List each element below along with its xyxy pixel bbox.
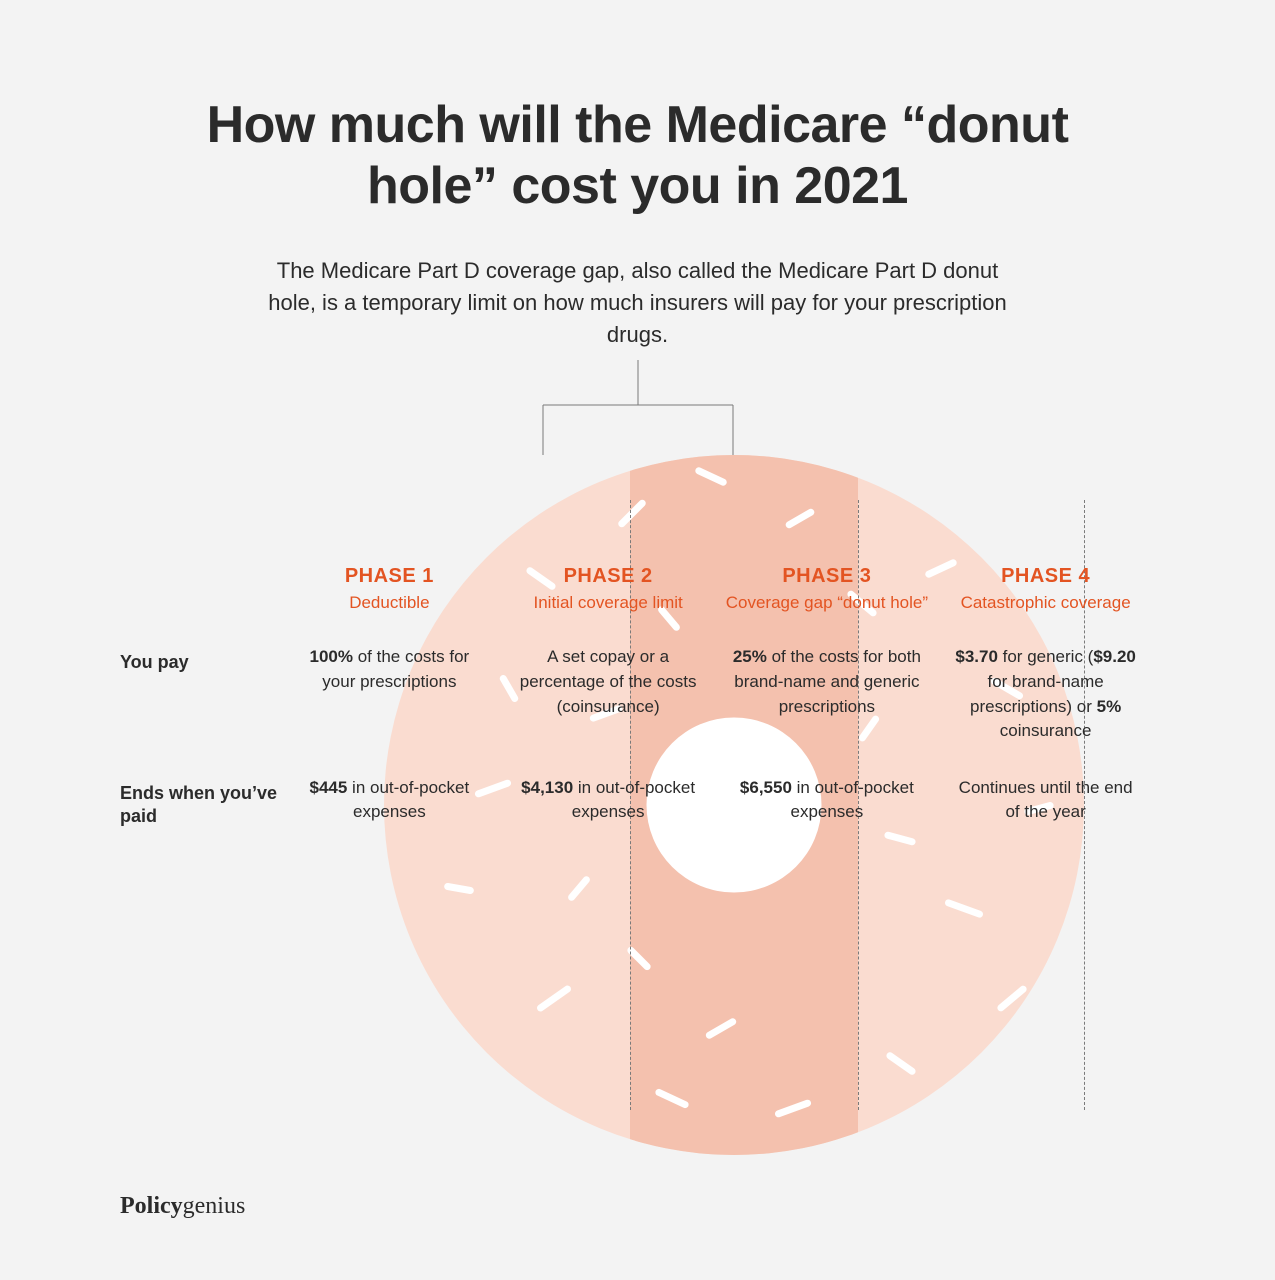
page-title: How much will the Medicare “donut hole” …	[188, 95, 1088, 218]
brand-light: genius	[183, 1193, 246, 1219]
phase-label: PHASE 1	[280, 565, 499, 588]
phase-subtitle: Deductible	[280, 592, 499, 613]
phase-subtitle: Coverage gap “donut hole”	[718, 592, 937, 613]
cell-you-pay-2: A set copay or a percentage of the costs…	[499, 645, 718, 744]
cell-ends-2: $4,130 in out-of-pocket expenses	[499, 776, 718, 829]
cell-you-pay-1: 100% of the costs for your prescriptions	[280, 645, 499, 744]
phase-subtitle: Catastrophic coverage	[936, 592, 1155, 613]
cell-ends-3: $6,550 in out-of-pocket expenses	[718, 776, 937, 829]
sprinkle	[944, 898, 984, 918]
phase-header-4: PHASE 4 Catastrophic coverage	[936, 565, 1155, 613]
sprinkle	[444, 882, 475, 894]
cell-ends-4: Continues until the end of the year	[936, 776, 1155, 829]
phases-table: PHASE 1 Deductible PHASE 2 Initial cover…	[120, 565, 1155, 829]
sprinkle	[536, 984, 573, 1013]
sprinkle	[567, 875, 592, 902]
row-label-you-pay: You pay	[120, 645, 280, 744]
sprinkle	[996, 984, 1028, 1013]
spacer	[120, 565, 280, 613]
connector-line	[543, 360, 733, 455]
page-subtitle: The Medicare Part D coverage gap, also c…	[268, 255, 1008, 351]
phase-label: PHASE 2	[499, 565, 718, 588]
brand-logo: Policygenius	[120, 1193, 245, 1220]
phase-header-1: PHASE 1 Deductible	[280, 565, 499, 613]
brand-bold: Policy	[120, 1193, 183, 1219]
phase-header-3: PHASE 3 Coverage gap “donut hole”	[718, 565, 937, 613]
cell-ends-1: $445 in out-of-pocket expenses	[280, 776, 499, 829]
phase-label: PHASE 4	[936, 565, 1155, 588]
cell-you-pay-4: $3.70 for generic ($9.20 for brand-name …	[936, 645, 1155, 744]
sprinkle	[885, 1051, 917, 1076]
phase-header-2: PHASE 2 Initial coverage limit	[499, 565, 718, 613]
phase-subtitle: Initial coverage limit	[499, 592, 718, 613]
sprinkle	[884, 831, 917, 846]
row-label-ends-when: Ends when you’ve paid	[120, 776, 280, 829]
phase-label: PHASE 3	[718, 565, 937, 588]
cell-you-pay-3: 25% of the costs for both brand-name and…	[718, 645, 937, 744]
